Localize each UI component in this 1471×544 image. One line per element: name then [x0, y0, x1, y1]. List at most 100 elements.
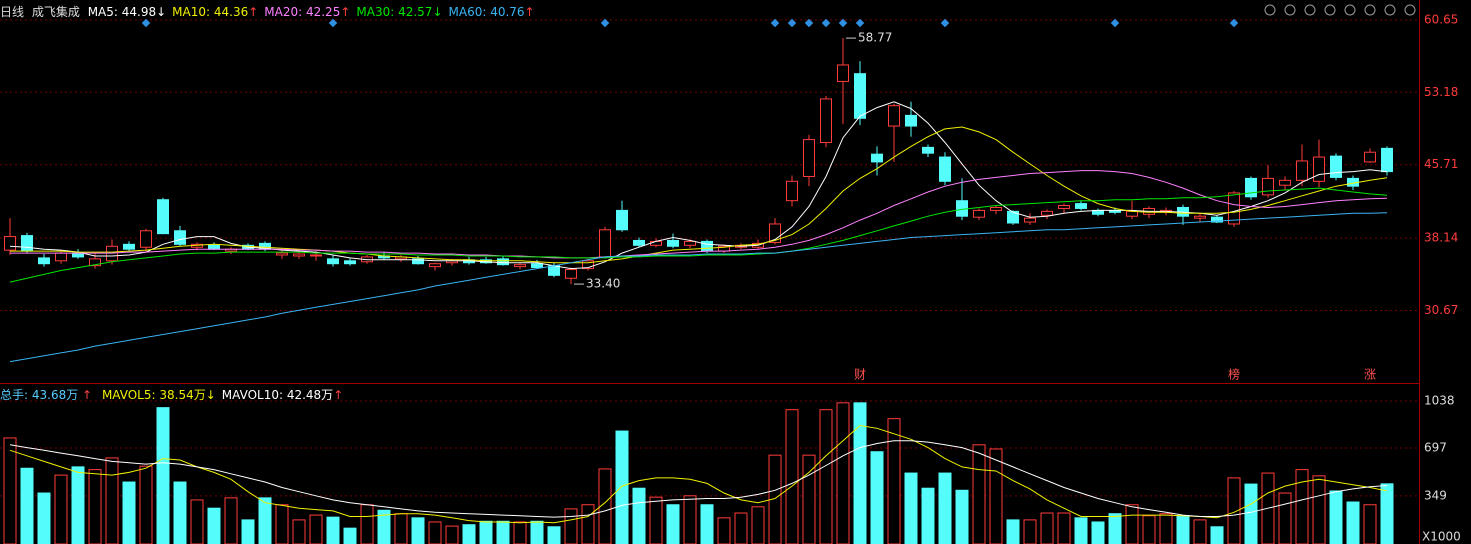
volume-bar [173, 481, 187, 544]
volume-bar [632, 487, 646, 544]
candle-body [548, 265, 560, 276]
trend-arrow: ↓ [432, 5, 443, 19]
volume-bar [547, 526, 561, 544]
volume-bar [37, 492, 51, 544]
candle-body [1296, 160, 1308, 181]
candle-body [1330, 155, 1342, 178]
candle-body [939, 156, 951, 182]
volume-bar [71, 466, 85, 544]
volume-bar [751, 506, 765, 544]
volume-bar [190, 499, 204, 544]
toolbar-icon[interactable] [1404, 4, 1416, 16]
volume-bar [819, 409, 833, 544]
candle-body [1262, 177, 1274, 196]
volume-bar [275, 504, 289, 544]
candle-body [412, 258, 424, 265]
ma-line [9, 101, 1388, 270]
period: 日线 [0, 5, 25, 19]
candle-body [956, 200, 968, 217]
trend-arrow: ↑ [82, 388, 93, 402]
candle-body [1007, 210, 1019, 224]
volume-bar [122, 481, 136, 544]
legend-entry: MA20: 42.25 [264, 5, 341, 19]
volume-bar [1380, 483, 1394, 544]
event-marker [855, 18, 865, 28]
candle-body [701, 240, 713, 252]
volume-bar [1125, 504, 1139, 544]
toolbar-icon[interactable] [1344, 4, 1356, 16]
volume-bar [615, 430, 629, 544]
volume-bar [1295, 469, 1309, 544]
volume-bar [887, 418, 901, 544]
ma-line [9, 187, 1388, 283]
candle-body [1381, 147, 1393, 173]
candle-body [1313, 156, 1325, 182]
legend-entry: MAVOL10: 42.48万 [221, 388, 334, 402]
candle-body [72, 252, 84, 258]
trend-arrow: ↑ [524, 5, 535, 19]
volume-bar [921, 487, 935, 544]
ma-line [9, 440, 1388, 518]
price-legend: 日线 成飞集成 MA5: 44.98↓ MA10: 44.36↑ MA20: 42.… [0, 3, 541, 20]
volume-bar [1329, 490, 1343, 544]
annotation: 33.40 [586, 277, 620, 291]
volume-bar [581, 504, 595, 544]
event-label: 财 [854, 368, 866, 382]
volume-bar [462, 524, 476, 544]
candle-body [140, 230, 152, 248]
toolbar-icon[interactable] [1264, 4, 1276, 16]
legend-entry: MAVOL5: 38.54万 [101, 388, 206, 402]
candle-body [344, 260, 356, 265]
toolbar-icon[interactable] [1324, 4, 1336, 16]
volume-bar [1091, 521, 1105, 544]
toolbar-icon[interactable] [1364, 4, 1376, 16]
candle-body [1211, 216, 1223, 223]
candle-body [208, 244, 220, 250]
y-tick-label: 60.65 [1424, 12, 1458, 26]
volume-bar [1159, 513, 1173, 544]
volume-bar [989, 448, 1003, 544]
candle-body [616, 209, 628, 231]
legend-entry: MA10: 44.36 [172, 5, 249, 19]
volume-bar [1006, 519, 1020, 544]
volume-bar [734, 512, 748, 544]
event-marker [141, 18, 151, 28]
toolbar-icon[interactable] [1384, 4, 1396, 16]
candle-body [123, 243, 135, 250]
candle-body [514, 264, 526, 268]
candle-body [1024, 217, 1036, 223]
candle-body [565, 269, 577, 279]
candle-body [55, 252, 67, 262]
volume-bar [207, 507, 221, 544]
volume-bar [428, 521, 442, 544]
volume-bar [1312, 475, 1326, 544]
volume-bar [309, 514, 323, 544]
candle-body [871, 153, 883, 163]
volume-bar [972, 444, 986, 544]
candle-body [905, 114, 917, 127]
volume-bar [1074, 517, 1088, 544]
unit-label: X1000 [1422, 530, 1461, 544]
candle-body [769, 223, 781, 243]
event-marker [770, 18, 780, 28]
event-marker [940, 18, 950, 28]
volume-bar [54, 474, 68, 544]
volume-bar [564, 508, 578, 544]
volume-bar [955, 489, 969, 544]
toolbar [1264, 4, 1416, 16]
toolbar-icon[interactable] [1284, 4, 1296, 16]
trend-arrow: ↓ [156, 5, 167, 19]
candle-body [38, 257, 50, 265]
ma-line [10, 170, 1388, 259]
stock-name: 成飞集成 [31, 5, 80, 19]
candle-body [837, 64, 849, 82]
event-marker [1110, 18, 1120, 28]
volume-bar [139, 465, 153, 544]
volume-bar [1244, 483, 1258, 544]
toolbar-icon[interactable] [1304, 4, 1316, 16]
volume-bar [445, 525, 459, 544]
candle-body [429, 263, 441, 268]
volume-bar [1176, 515, 1190, 544]
volume-bar [1040, 512, 1054, 544]
